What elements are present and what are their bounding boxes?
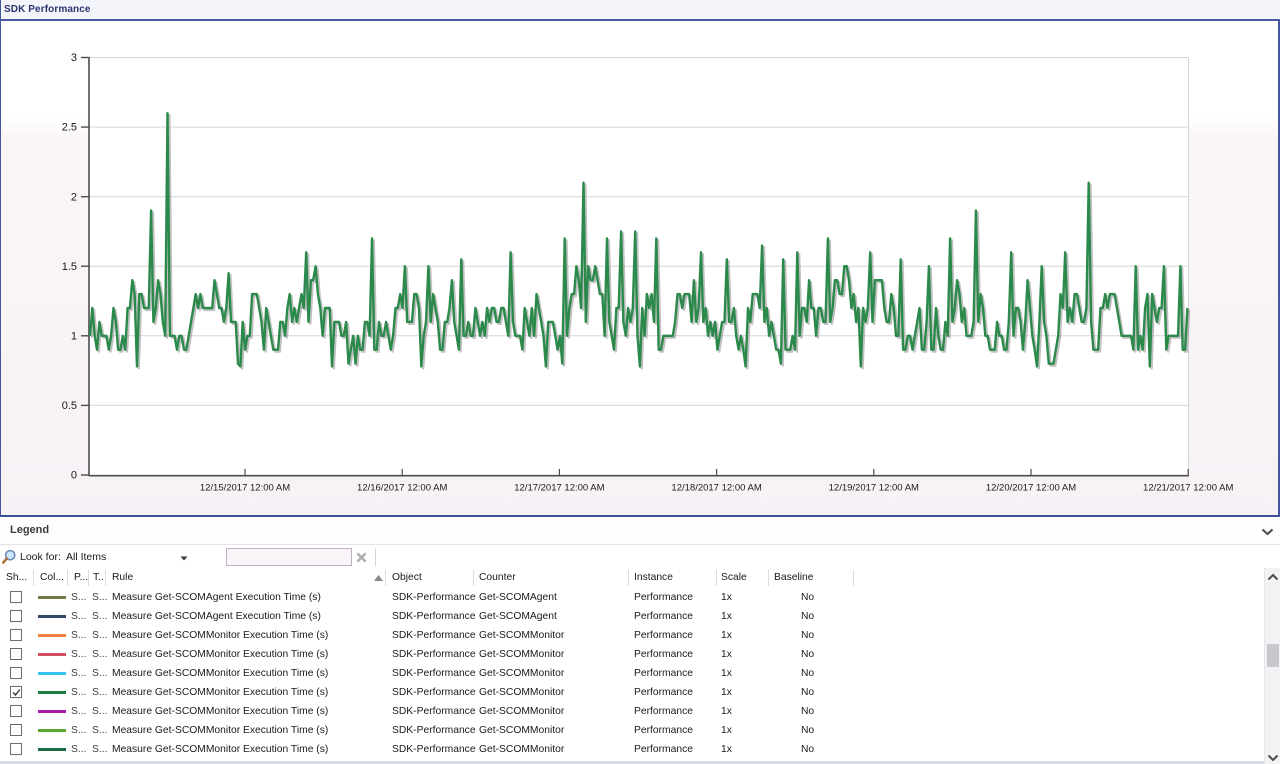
- svg-text:12/21/2017 12:00 AM: 12/21/2017 12:00 AM: [1143, 483, 1233, 494]
- svg-text:2: 2: [71, 191, 77, 203]
- svg-text:3: 3: [71, 52, 77, 64]
- svg-text:2.5: 2.5: [62, 122, 77, 134]
- svg-text:12/17/2017 12:00 AM: 12/17/2017 12:00 AM: [514, 483, 604, 494]
- svg-text:1: 1: [71, 330, 77, 342]
- svg-text:12/18/2017 12:00 AM: 12/18/2017 12:00 AM: [671, 483, 761, 494]
- svg-text:0.5: 0.5: [62, 400, 77, 412]
- svg-text:12/15/2017 12:00 AM: 12/15/2017 12:00 AM: [200, 483, 290, 494]
- svg-text:12/20/2017 12:00 AM: 12/20/2017 12:00 AM: [986, 483, 1076, 494]
- svg-text:0: 0: [71, 470, 77, 482]
- svg-text:12/16/2017 12:00 AM: 12/16/2017 12:00 AM: [357, 483, 447, 494]
- svg-text:1.5: 1.5: [62, 261, 77, 273]
- svg-text:12/19/2017 12:00 AM: 12/19/2017 12:00 AM: [829, 483, 919, 494]
